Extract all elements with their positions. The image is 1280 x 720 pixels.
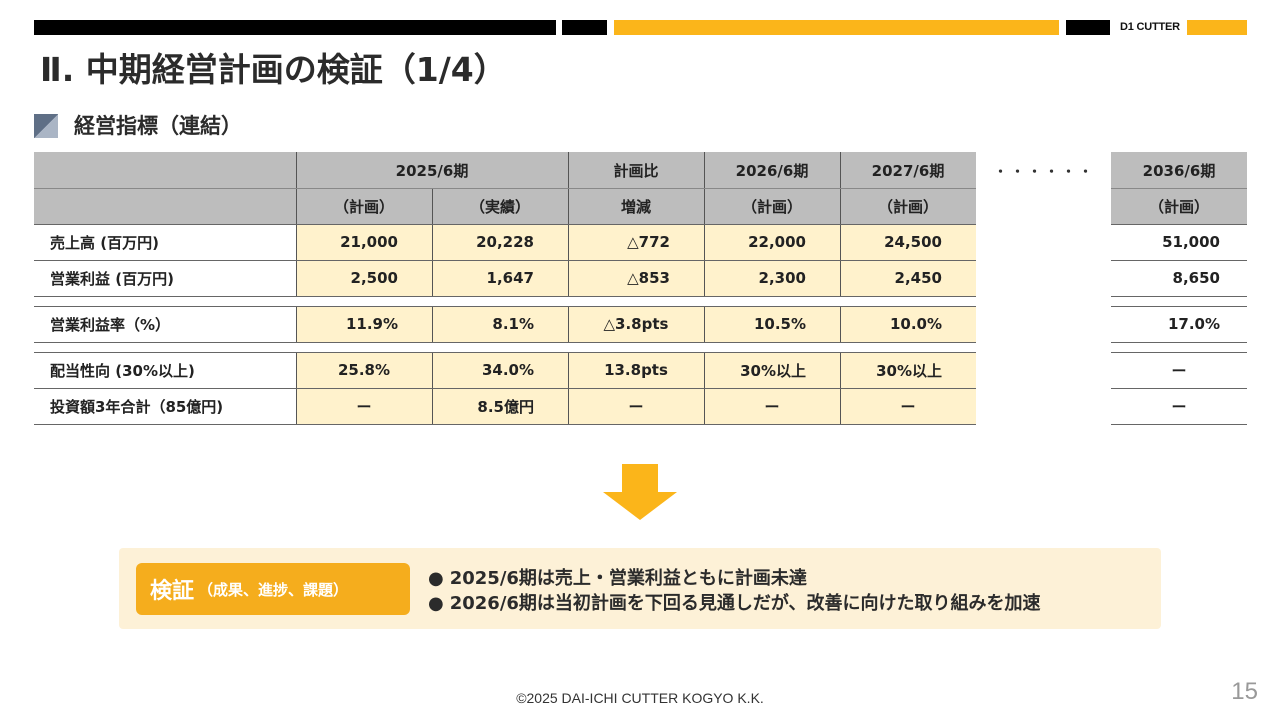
down-arrow-icon	[603, 464, 677, 520]
grid-line	[34, 342, 976, 343]
invest-plan-2026: ー	[704, 388, 840, 424]
page-number: 15	[1231, 678, 1258, 705]
grid-line	[34, 306, 976, 307]
sales-actual-2025: 20,228	[432, 224, 568, 260]
grid-line	[704, 306, 705, 342]
grid-line	[1111, 306, 1247, 307]
margin-actual-2025: 8.1%	[432, 306, 568, 342]
payout-actual-2025: 34.0%	[432, 352, 568, 388]
grid-line	[1111, 260, 1247, 261]
header-bar-black-2	[562, 20, 607, 35]
grid-line	[1111, 424, 1247, 425]
header-bar-black-1	[34, 20, 556, 35]
grid-line	[1111, 188, 1247, 189]
grid-line	[34, 188, 976, 189]
bullet-text: 2025/6期は売上・営業利益ともに計画未達	[449, 568, 807, 589]
grid-line	[34, 388, 976, 389]
row-label-operating-profit: 営業利益 (百万円)	[50, 269, 174, 288]
section-title: 経営指標（連結）	[74, 114, 242, 138]
page-title: Ⅱ. 中期経営計画の検証（1/4）	[40, 50, 507, 89]
op-plan-2036: 8,650	[1172, 269, 1220, 287]
grid-line	[296, 306, 297, 342]
header-ratio: 計画比	[568, 152, 704, 188]
sales-change: △772	[568, 224, 704, 260]
margin-plan-2025: 11.9%	[296, 306, 432, 342]
sales-plan-2036: 51,000	[1162, 233, 1220, 251]
header-bar-yellow-1	[614, 20, 1059, 35]
bullet-text: 2026/6期は当初計画を下回る見通しだが、改善に向けた取り組みを加速	[449, 593, 1041, 614]
copyright: ©2025 DAI-ICHI CUTTER KOGYO K.K.	[516, 690, 764, 706]
header-2027: 2027/6期	[840, 152, 976, 188]
sales-plan-2027: 24,500	[840, 224, 976, 260]
grid-line	[34, 260, 976, 261]
header-plan-2036: （計画）	[1111, 188, 1247, 224]
payout-plan-2026: 30%以上	[704, 352, 840, 388]
verification-label: 検証 （成果、進捗、課題）	[136, 563, 410, 615]
invest-plan-2027: ー	[840, 388, 976, 424]
margin-change: △3.8pts	[568, 306, 704, 342]
header-plan-2025: （計画）	[296, 188, 432, 224]
op-actual-2025: 1,647	[432, 260, 568, 296]
row-label-sales: 売上高 (百万円)	[50, 233, 159, 252]
verification-label-main: 検証	[150, 579, 195, 604]
bullet-dot-icon: ●	[428, 568, 444, 589]
grid-line	[1111, 296, 1247, 297]
grid-line	[34, 224, 976, 225]
bullet-dot-icon: ●	[428, 593, 444, 614]
invest-actual-2025: 8.5億円	[432, 388, 568, 424]
grid-line	[432, 306, 433, 342]
grid-line	[1111, 342, 1247, 343]
verification-bullets: ● 2025/6期は売上・営業利益ともに計画未達 ● 2026/6期は当初計画を下回…	[428, 566, 1158, 616]
op-change: △853	[568, 260, 704, 296]
grid-line	[1111, 388, 1247, 389]
grid-line	[1111, 352, 1247, 353]
row-label-operating-margin: 営業利益率（%）	[50, 315, 171, 334]
grid-line	[34, 296, 976, 297]
header-actual-2025: （実績）	[432, 188, 568, 224]
bullet-item: ● 2026/6期は当初計画を下回る見通しだが、改善に向けた取り組みを加速	[428, 591, 1158, 616]
header-2026: 2026/6期	[704, 152, 840, 188]
row-label-investment: 投資額3年合計（85億円)	[50, 397, 224, 416]
payout-plan-2027: 30%以上	[840, 352, 976, 388]
header-2036: 2036/6期	[1111, 152, 1247, 188]
margin-plan-2036: 17.0%	[1167, 315, 1220, 333]
margin-plan-2027: 10.0%	[840, 306, 976, 342]
payout-change: 13.8pts	[568, 352, 704, 388]
header-plan-2027: （計画）	[840, 188, 976, 224]
header-bar-black-3	[1066, 20, 1110, 35]
row-label-payout-ratio: 配当性向 (30%以上)	[50, 361, 195, 380]
grid-line	[432, 188, 433, 296]
ellipsis: ・・・・・・	[993, 164, 1096, 180]
brand-logo: D1 CUTTER	[1120, 21, 1180, 33]
payout-plan-2036: ー	[1171, 361, 1187, 380]
invest-plan-2025: ー	[296, 388, 432, 424]
header-bar-yellow-2	[1187, 20, 1247, 35]
invest-plan-2036: ー	[1171, 397, 1187, 416]
grid-line	[568, 306, 569, 342]
op-plan-2026: 2,300	[704, 260, 840, 296]
header-change: 増減	[568, 188, 704, 224]
header-plan-2026: （計画）	[704, 188, 840, 224]
square-gradient-icon	[34, 114, 58, 138]
grid-line	[1111, 224, 1247, 225]
op-plan-2025: 2,500	[296, 260, 432, 296]
op-plan-2027: 2,450	[840, 260, 976, 296]
grid-line	[34, 424, 976, 425]
payout-plan-2025: 25.8%	[296, 352, 432, 388]
sales-plan-2025: 21,000	[296, 224, 432, 260]
grid-line	[840, 306, 841, 342]
margin-plan-2026: 10.5%	[704, 306, 840, 342]
invest-change: ー	[568, 388, 704, 424]
header-2025: 2025/6期	[296, 152, 568, 188]
grid-line	[34, 352, 976, 353]
bullet-item: ● 2025/6期は売上・営業利益ともに計画未達	[428, 566, 1158, 591]
verification-label-sub: （成果、進捗、課題）	[198, 580, 349, 599]
sales-plan-2026: 22,000	[704, 224, 840, 260]
